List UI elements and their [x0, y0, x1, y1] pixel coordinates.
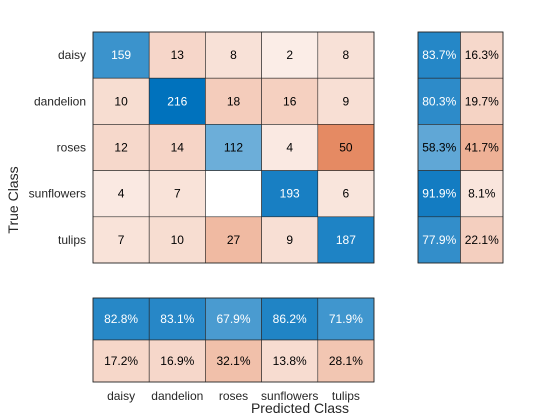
column-summary-incorrect-cell [317, 339, 375, 383]
column-summary: 82.8% 17.2% 83.1% 16.9% 67.9% 32.1% 86.2% 13.8%… [92, 297, 375, 383]
column-summary-correct-value: 67.9% [216, 312, 250, 326]
row-summary-incorrect-cell [460, 170, 504, 218]
row-class-label: tulips [58, 233, 86, 247]
matrix-cell [148, 216, 206, 264]
row-summary-incorrect-value: 16.3% [465, 48, 499, 62]
row-summary-correct-cell [417, 170, 461, 218]
column-summary-correct-value: 83.1% [160, 312, 194, 326]
matrix-cell-value: 27 [227, 233, 241, 247]
column-summary-incorrect-value: 32.1% [216, 354, 250, 368]
row-summary-correct-value: 83.7% [422, 48, 456, 62]
matrix-cell-value: 112 [224, 141, 243, 155]
matrix-cell [148, 124, 206, 171]
matrix-cell-value: 6 [343, 187, 350, 201]
matrix-cell [205, 77, 262, 125]
row-summary-incorrect-cell [460, 124, 504, 171]
matrix-cell [317, 170, 375, 218]
matrix-cell [92, 31, 150, 79]
matrix-cell-value: 9 [286, 233, 293, 247]
matrix-cell-value: 13 [171, 48, 185, 62]
row-class-label: daisy [58, 48, 86, 62]
column-summary-correct-value: 82.8% [104, 312, 138, 326]
row-summary-incorrect-value: 41.7% [465, 141, 499, 155]
column-summary-incorrect-cell [148, 339, 206, 383]
matrix-cell-value: 10 [114, 94, 128, 108]
matrix-cell-value: 193 [280, 187, 300, 201]
row-summary-incorrect-value: 19.7% [465, 94, 499, 108]
matrix-cell-value: 216 [167, 94, 187, 108]
matrix-cell [92, 77, 150, 125]
matrix-cell-value: 9 [343, 94, 350, 108]
matrix-cell-value: 10 [171, 233, 185, 247]
row-summary-border [417, 31, 504, 264]
matrix-cell-value: 7 [174, 187, 181, 201]
column-summary-incorrect-cell [205, 339, 262, 383]
row-summary-correct-value: 58.3% [422, 141, 456, 155]
matrix-cell [205, 124, 262, 171]
matrix-cell-value: 2 [286, 48, 293, 62]
column-summary-correct-cell [148, 297, 206, 341]
row-class-label: roses [57, 141, 86, 155]
row-class-label: dandelion [34, 94, 86, 108]
row-summary-correct-cell [417, 77, 461, 125]
matrix-cell-value: 50 [339, 141, 353, 155]
matrix-cell-value: 14 [171, 141, 185, 155]
matrix-cell [261, 216, 319, 264]
matrix-cell [148, 31, 206, 79]
row-summary-correct-value: 77.9% [422, 233, 456, 247]
column-class-label: sunflowers [261, 389, 318, 403]
matrix-cell [317, 77, 375, 125]
matrix-cell-value: 12 [114, 141, 128, 155]
matrix-cell-value: 18 [227, 94, 241, 108]
matrix-cell-value: 16 [283, 94, 297, 108]
matrix-cell-value: 7 [118, 233, 125, 247]
matrix-cell [92, 216, 150, 264]
column-summary-border [92, 297, 375, 383]
column-summary-incorrect-value: 28.1% [329, 354, 363, 368]
column-summary-incorrect-value: 17.2% [104, 354, 138, 368]
row-summary-incorrect-value: 22.1% [465, 233, 499, 247]
matrix-cell [205, 216, 262, 264]
column-summary-incorrect-value: 16.9% [160, 354, 194, 368]
row-summary-incorrect-value: 8.1% [468, 187, 496, 201]
row-class-label: sunflowers [29, 187, 86, 201]
x-axis-label: Predicted Class [251, 400, 349, 416]
row-summary: 83.7% 16.3% 80.3% 19.7% 58.3% 41.7% 91.9% 8.1% 7… [417, 31, 504, 264]
matrix-border [92, 31, 375, 264]
class-labels: daisy dandelion roses sunflowers tulips daisy… [29, 48, 360, 403]
matrix-cell-value: 4 [286, 141, 293, 155]
y-axis-label: True Class [5, 166, 21, 233]
matrix-cell-value: 8 [230, 48, 237, 62]
column-class-label: tulips [332, 389, 360, 403]
matrix-cell [261, 124, 319, 171]
column-class-label: roses [219, 389, 248, 403]
column-summary-correct-value: 71.9% [329, 312, 363, 326]
row-summary-correct-cell [417, 124, 461, 171]
row-summary-correct-value: 91.9% [422, 187, 456, 201]
column-summary-correct-cell [317, 297, 375, 341]
matrix-cell [261, 31, 319, 79]
matrix-cell-value: 159 [111, 48, 131, 62]
column-summary-incorrect-value: 13.8% [273, 354, 307, 368]
matrix-cell [205, 170, 262, 218]
matrix-cell-value: 4 [118, 187, 125, 201]
column-class-label: daisy [107, 389, 135, 403]
column-summary-incorrect-cell [261, 339, 319, 383]
matrix-cell-value: 187 [336, 233, 356, 247]
column-summary-correct-value: 86.2% [273, 312, 307, 326]
matrix-cell [261, 170, 319, 218]
confusion-matrix: 159 13 8 2 8 10 216 18 16 9 12 14 112 4 50 4 7 193 6 7 10 27 9… [92, 31, 375, 264]
row-summary-correct-value: 80.3% [422, 94, 456, 108]
column-summary-correct-cell [92, 297, 150, 341]
column-class-label: dandelion [151, 389, 203, 403]
matrix-cell [317, 31, 375, 79]
matrix-cell-value: 8 [343, 48, 350, 62]
matrix-cell [148, 170, 206, 218]
